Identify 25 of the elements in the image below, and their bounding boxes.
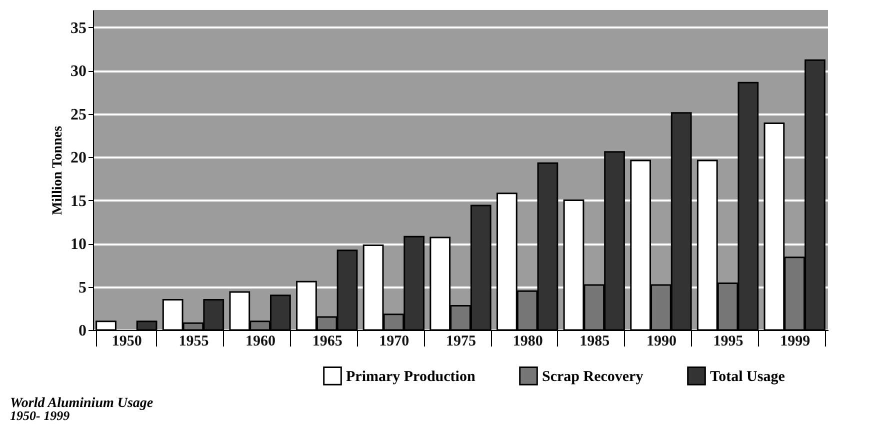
text: 1950- 1999 (10, 408, 70, 423)
y-tick-label: 25 (70, 106, 86, 124)
x-tick-label: 1985 (580, 334, 610, 350)
x-tick-label: 1950 (112, 334, 142, 350)
legend-label: Primary Production (346, 368, 476, 385)
text: World Aluminium Usage (10, 396, 154, 411)
x-tick-label: 1975 (446, 334, 476, 350)
y-tick-label: 0 (78, 322, 86, 340)
x-tick-label: 1980 (512, 334, 543, 350)
x-tick-label: 1970 (379, 334, 410, 350)
x-tick-label: 1965 (312, 334, 342, 350)
legend-label: Scrap Recovery (542, 368, 644, 385)
y-tick-label: 15 (70, 192, 86, 210)
y-tick-label: 10 (70, 236, 86, 254)
y-tick-label: 30 (70, 63, 86, 80)
y-tick-label: 35 (70, 20, 86, 37)
x-tick-label: 1990 (646, 334, 676, 350)
x-tick-label: 1960 (246, 334, 276, 350)
y-tick-label: 5 (78, 279, 86, 296)
legend-label: Total Usage (710, 368, 786, 385)
x-tick-label: 1955 (178, 334, 209, 350)
y-tick-label: 20 (70, 150, 86, 167)
x-tick-label: 1995 (713, 334, 744, 350)
y-axis-title: Million Tonnes (50, 125, 66, 216)
x-tick-label: 1999 (780, 334, 810, 350)
